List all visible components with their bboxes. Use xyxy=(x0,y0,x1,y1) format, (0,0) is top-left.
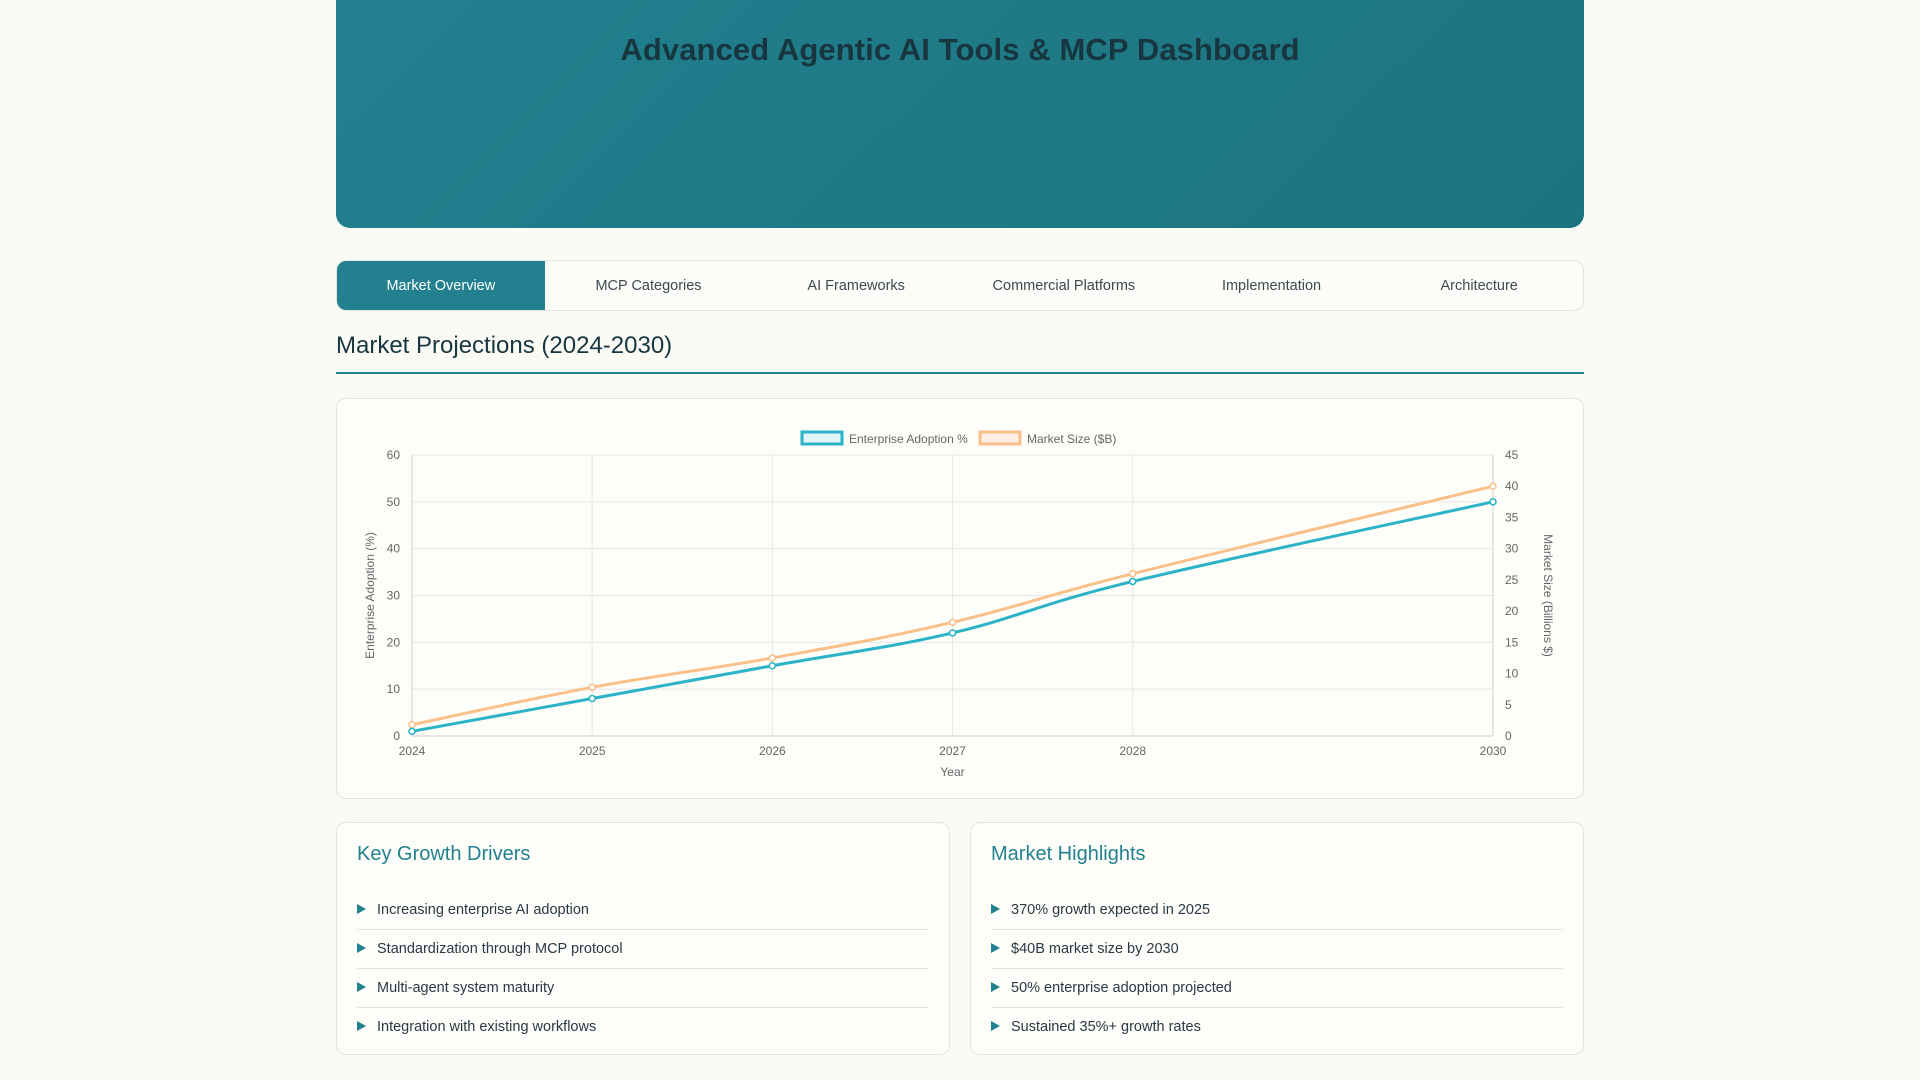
growth-drivers-title: Key Growth Drivers xyxy=(357,843,530,866)
x-tick-label: 2025 xyxy=(579,744,606,758)
list-item: Standardization through MCP protocol xyxy=(357,930,929,969)
y-right-tick-label: 35 xyxy=(1505,510,1519,524)
list-item: 370% growth expected in 2025 xyxy=(991,891,1563,930)
point-enterprise-adoption xyxy=(589,696,595,702)
y-left-tick-label: 30 xyxy=(387,589,401,603)
legend-enterprise-adoption-swatch xyxy=(802,432,842,444)
triangle-right-icon xyxy=(991,982,1000,992)
point-market-size xyxy=(1490,483,1496,489)
point-enterprise-adoption xyxy=(1490,499,1496,505)
x-tick-label: 2026 xyxy=(759,744,786,758)
x-tick-label: 2027 xyxy=(939,744,966,758)
y-right-tick-label: 20 xyxy=(1505,604,1519,618)
list-item: 50% enterprise adoption projected xyxy=(991,969,1563,1008)
y-left-tick-label: 10 xyxy=(387,682,401,696)
y-right-tick-label: 40 xyxy=(1505,479,1519,493)
y-right-tick-label: 15 xyxy=(1505,635,1519,649)
point-enterprise-adoption xyxy=(1130,578,1136,584)
tab-market-overview[interactable]: Market Overview xyxy=(337,261,545,310)
y-left-tick-label: 0 xyxy=(393,729,400,743)
point-enterprise-adoption xyxy=(950,630,956,636)
chart-card: 0 10 20 30 40 50 60 0 5 10 15 20 25 30 35 40 45 2024 2025 2… xyxy=(336,398,1584,799)
tab-commercial-platforms[interactable]: Commercial Platforms xyxy=(960,261,1168,310)
growth-drivers-panel: Key Growth Drivers Increasing enterprise… xyxy=(336,822,950,1055)
y-left-tick-label: 60 xyxy=(387,448,401,462)
triangle-right-icon xyxy=(357,1021,366,1031)
x-tick-label: 2028 xyxy=(1119,744,1146,758)
point-enterprise-adoption xyxy=(769,663,775,669)
market-highlights-list: 370% growth expected in 2025 $40B market… xyxy=(991,891,1563,1046)
point-enterprise-adoption xyxy=(409,728,415,734)
section-divider xyxy=(336,372,1584,374)
y-right-tick-label: 0 xyxy=(1505,729,1512,743)
x-tick-label: 2030 xyxy=(1480,744,1507,758)
section-title: Market Projections (2024-2030) xyxy=(336,332,672,360)
y-left-tick-label: 40 xyxy=(387,542,401,556)
tab-implementation[interactable]: Implementation xyxy=(1168,261,1376,310)
header-banner: Advanced Agentic AI Tools & MCP Dashboar… xyxy=(336,0,1584,228)
triangle-right-icon xyxy=(991,943,1000,953)
x-tick-label: 2024 xyxy=(399,744,426,758)
point-market-size xyxy=(950,619,956,625)
tab-mcp-categories[interactable]: MCP Categories xyxy=(545,261,753,310)
list-item: Multi-agent system maturity xyxy=(357,969,929,1008)
tab-architecture[interactable]: Architecture xyxy=(1375,261,1583,310)
point-market-size xyxy=(409,722,415,728)
market-highlights-panel: Market Highlights 370% growth expected i… xyxy=(970,822,1584,1055)
y-left-axis-title: Enterprise Adoption (%) xyxy=(363,532,377,659)
point-market-size xyxy=(589,684,595,690)
legend-enterprise-adoption-label: Enterprise Adoption % xyxy=(849,432,968,446)
y-right-tick-label: 45 xyxy=(1505,448,1519,462)
list-item: Sustained 35%+ growth rates xyxy=(991,1008,1563,1046)
y-right-tick-label: 25 xyxy=(1505,573,1519,587)
legend-market-size-swatch xyxy=(980,432,1020,444)
triangle-right-icon xyxy=(357,982,366,992)
growth-drivers-list: Increasing enterprise AI adoption Standa… xyxy=(357,891,929,1046)
triangle-right-icon xyxy=(357,943,366,953)
tab-ai-frameworks[interactable]: AI Frameworks xyxy=(752,261,960,310)
list-item: Increasing enterprise AI adoption xyxy=(357,891,929,930)
y-right-tick-label: 10 xyxy=(1505,667,1519,681)
y-right-tick-label: 5 xyxy=(1505,698,1512,712)
y-right-axis-title: Market Size (Billions $) xyxy=(1541,534,1555,657)
y-left-tick-label: 50 xyxy=(387,495,401,509)
market-highlights-title: Market Highlights xyxy=(991,843,1146,866)
y-left-tick-label: 20 xyxy=(387,635,401,649)
list-item: $40B market size by 2030 xyxy=(991,930,1563,969)
tab-bar: Market Overview MCP Categories AI Framew… xyxy=(336,260,1584,311)
triangle-right-icon xyxy=(991,904,1000,914)
point-market-size xyxy=(1130,571,1136,577)
x-axis-title: Year xyxy=(940,765,964,779)
legend-market-size-label: Market Size ($B) xyxy=(1027,432,1116,446)
triangle-right-icon xyxy=(991,1021,1000,1031)
page-title: Advanced Agentic AI Tools & MCP Dashboar… xyxy=(336,32,1584,68)
triangle-right-icon xyxy=(357,904,366,914)
list-item: Integration with existing workflows xyxy=(357,1008,929,1046)
y-right-tick-label: 30 xyxy=(1505,542,1519,556)
point-market-size xyxy=(769,655,775,661)
